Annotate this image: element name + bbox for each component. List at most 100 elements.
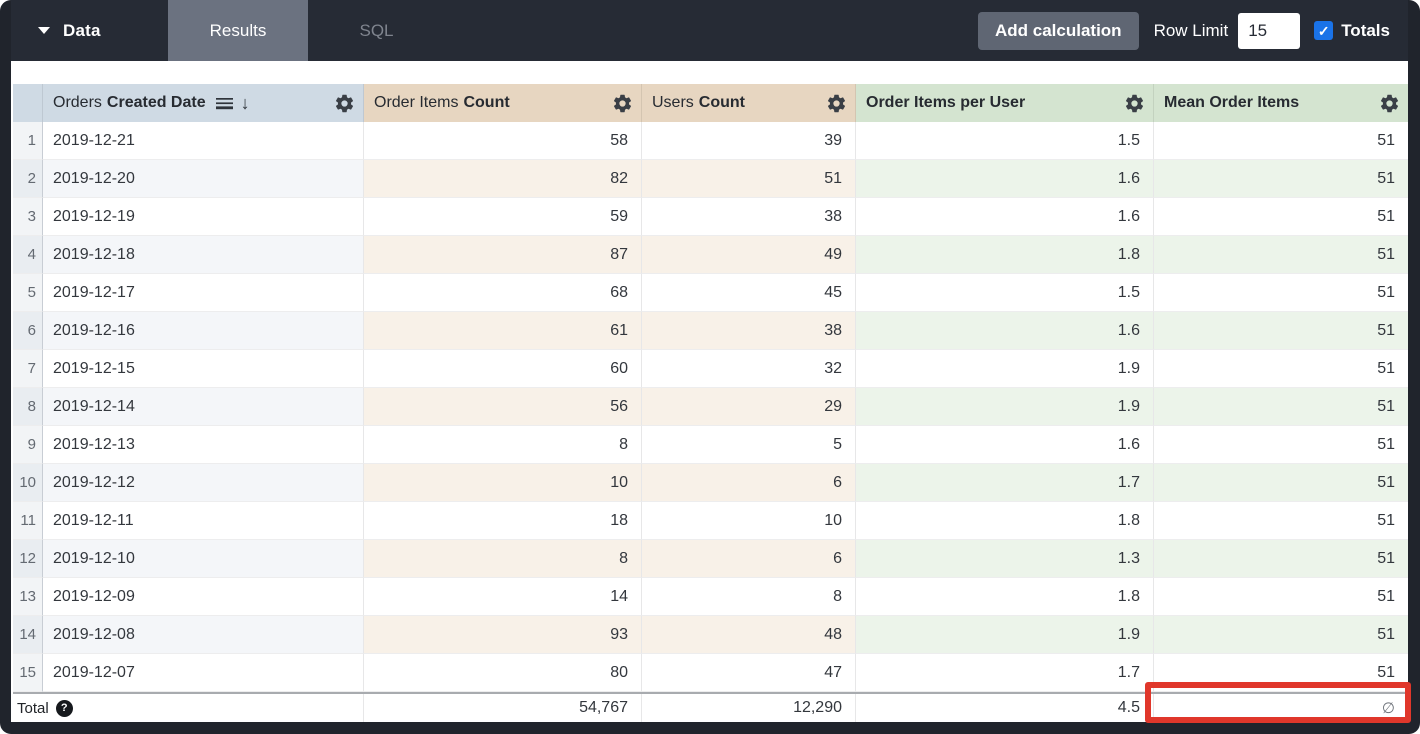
users-count-cell[interactable]: 10 — [642, 502, 856, 540]
total-order-items-count-cell[interactable]: 54,767 — [364, 694, 642, 722]
column-header-order-items-per-user[interactable]: Order Items per User — [856, 84, 1154, 122]
order-items-count-cell[interactable]: 61 — [364, 312, 642, 350]
date-cell[interactable]: 2019-12-09 — [43, 578, 364, 616]
order-items-per-user-cell[interactable]: 1.7 — [856, 654, 1154, 692]
mean-order-items-cell[interactable]: 51 — [1154, 464, 1408, 502]
users-count-cell[interactable]: 47 — [642, 654, 856, 692]
column-header-orders-created-date[interactable]: Orders Created Date ↓ — [43, 84, 364, 122]
order-items-per-user-cell[interactable]: 1.9 — [856, 350, 1154, 388]
users-count-cell[interactable]: 38 — [642, 198, 856, 236]
order-items-count-cell[interactable]: 18 — [364, 502, 642, 540]
gear-icon[interactable] — [826, 93, 847, 114]
order-items-per-user-cell[interactable]: 1.5 — [856, 122, 1154, 160]
column-header-mean-order-items[interactable]: Mean Order Items — [1154, 84, 1408, 122]
order-items-count-cell[interactable]: 58 — [364, 122, 642, 160]
order-items-count-cell[interactable]: 10 — [364, 464, 642, 502]
column-header-users-count[interactable]: Users Count — [642, 84, 856, 122]
users-count-cell[interactable]: 8 — [642, 578, 856, 616]
row-number: 9 — [13, 426, 43, 464]
gear-icon[interactable] — [1124, 93, 1145, 114]
order-items-count-cell[interactable]: 93 — [364, 616, 642, 654]
tab-sql[interactable]: SQL — [359, 20, 394, 40]
date-cell[interactable]: 2019-12-21 — [43, 122, 364, 160]
data-menu-label: Data — [63, 20, 101, 40]
mean-order-items-cell[interactable]: 51 — [1154, 616, 1408, 654]
order-items-count-cell[interactable]: 80 — [364, 654, 642, 692]
results-table: Orders Created Date ↓ Order Items Count — [13, 84, 1408, 722]
order-items-per-user-cell[interactable]: 1.6 — [856, 198, 1154, 236]
date-cell[interactable]: 2019-12-19 — [43, 198, 364, 236]
order-items-per-user-cell[interactable]: 1.9 — [856, 616, 1154, 654]
users-count-cell[interactable]: 39 — [642, 122, 856, 160]
mean-order-items-cell[interactable]: 51 — [1154, 236, 1408, 274]
order-items-per-user-cell[interactable]: 1.5 — [856, 274, 1154, 312]
gear-icon[interactable] — [1379, 93, 1400, 114]
order-items-per-user-cell[interactable]: 1.9 — [856, 388, 1154, 426]
date-cell[interactable]: 2019-12-08 — [43, 616, 364, 654]
date-cell[interactable]: 2019-12-12 — [43, 464, 364, 502]
gear-icon[interactable] — [334, 93, 355, 114]
order-items-per-user-cell[interactable]: 1.7 — [856, 464, 1154, 502]
order-items-count-cell[interactable]: 8 — [364, 540, 642, 578]
users-count-cell[interactable]: 29 — [642, 388, 856, 426]
users-count-cell[interactable]: 51 — [642, 160, 856, 198]
mean-order-items-cell[interactable]: 51 — [1154, 654, 1408, 692]
date-cell[interactable]: 2019-12-14 — [43, 388, 364, 426]
order-items-per-user-cell[interactable]: 1.6 — [856, 426, 1154, 464]
order-items-per-user-cell[interactable]: 1.6 — [856, 312, 1154, 350]
users-count-cell[interactable]: 6 — [642, 464, 856, 502]
mean-order-items-cell[interactable]: 51 — [1154, 578, 1408, 616]
mean-order-items-cell[interactable]: 51 — [1154, 160, 1408, 198]
mean-order-items-cell[interactable]: 51 — [1154, 388, 1408, 426]
users-count-cell[interactable]: 32 — [642, 350, 856, 388]
row-number: 5 — [13, 274, 43, 312]
column-header-order-items-count[interactable]: Order Items Count — [364, 84, 642, 122]
date-cell[interactable]: 2019-12-20 — [43, 160, 364, 198]
mean-order-items-cell[interactable]: 51 — [1154, 122, 1408, 160]
order-items-count-cell[interactable]: 82 — [364, 160, 642, 198]
date-cell[interactable]: 2019-12-10 — [43, 540, 364, 578]
help-icon[interactable]: ? — [55, 699, 73, 717]
date-cell[interactable]: 2019-12-13 — [43, 426, 364, 464]
mean-order-items-cell[interactable]: 51 — [1154, 426, 1408, 464]
gear-icon[interactable] — [612, 93, 633, 114]
users-count-cell[interactable]: 38 — [642, 312, 856, 350]
order-items-count-cell[interactable]: 8 — [364, 426, 642, 464]
mean-order-items-cell[interactable]: 51 — [1154, 350, 1408, 388]
date-cell[interactable]: 2019-12-17 — [43, 274, 364, 312]
date-cell[interactable]: 2019-12-18 — [43, 236, 364, 274]
row-limit-input[interactable] — [1238, 12, 1301, 49]
users-count-cell[interactable]: 49 — [642, 236, 856, 274]
total-order-items-per-user-cell[interactable]: 4.5 — [856, 694, 1154, 722]
mean-order-items-cell[interactable]: 51 — [1154, 198, 1408, 236]
mean-order-items-cell[interactable]: 51 — [1154, 274, 1408, 312]
order-items-count-cell[interactable]: 60 — [364, 350, 642, 388]
date-cell[interactable]: 2019-12-15 — [43, 350, 364, 388]
users-count-cell[interactable]: 6 — [642, 540, 856, 578]
totals-checkbox[interactable]: ✓ — [1314, 21, 1334, 40]
users-count-cell[interactable]: 45 — [642, 274, 856, 312]
mean-order-items-cell[interactable]: 51 — [1154, 540, 1408, 578]
order-items-per-user-cell[interactable]: 1.6 — [856, 160, 1154, 198]
order-items-count-cell[interactable]: 56 — [364, 388, 642, 426]
order-items-count-cell[interactable]: 59 — [364, 198, 642, 236]
table-row: 5 2019-12-17 68 45 1.5 51 — [13, 274, 1408, 312]
add-calculation-button[interactable]: Add calculation — [977, 11, 1139, 50]
date-cell[interactable]: 2019-12-16 — [43, 312, 364, 350]
mean-order-items-cell[interactable]: 51 — [1154, 312, 1408, 350]
order-items-count-cell[interactable]: 14 — [364, 578, 642, 616]
order-items-count-cell[interactable]: 87 — [364, 236, 642, 274]
date-cell[interactable]: 2019-12-07 — [43, 654, 364, 692]
order-items-count-cell[interactable]: 68 — [364, 274, 642, 312]
order-items-per-user-cell[interactable]: 1.8 — [856, 578, 1154, 616]
tab-results[interactable]: Results — [168, 0, 308, 61]
order-items-per-user-cell[interactable]: 1.8 — [856, 236, 1154, 274]
total-users-count-cell[interactable]: 12,290 — [642, 694, 856, 722]
users-count-cell[interactable]: 5 — [642, 426, 856, 464]
order-items-per-user-cell[interactable]: 1.3 — [856, 540, 1154, 578]
users-count-cell[interactable]: 48 — [642, 616, 856, 654]
data-menu[interactable]: Data — [11, 0, 168, 61]
order-items-per-user-cell[interactable]: 1.8 — [856, 502, 1154, 540]
date-cell[interactable]: 2019-12-11 — [43, 502, 364, 540]
mean-order-items-cell[interactable]: 51 — [1154, 502, 1408, 540]
